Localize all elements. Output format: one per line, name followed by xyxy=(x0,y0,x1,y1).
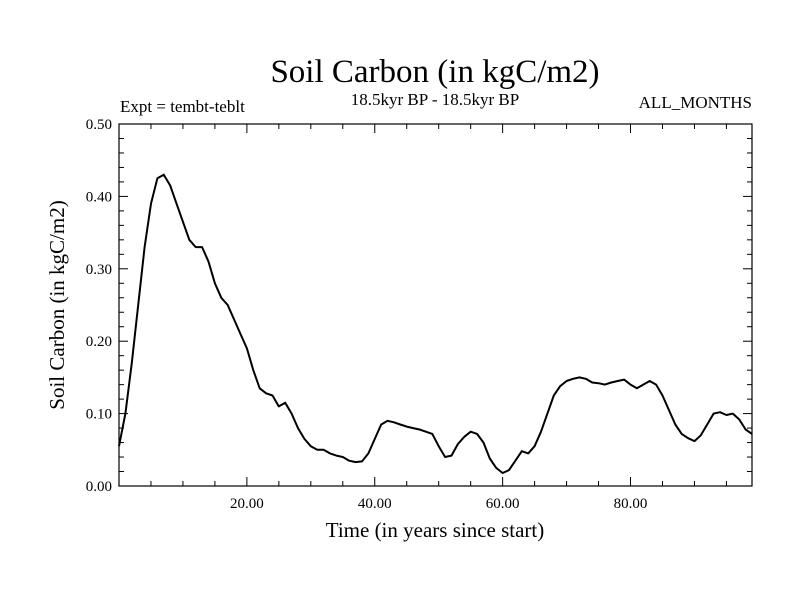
chart-subtitle: 18.5kyr BP - 18.5kyr BP xyxy=(351,90,519,109)
x-tick-label: 80.00 xyxy=(614,496,648,512)
y-axis-label: Soil Carbon (in kgC/m2) xyxy=(45,200,69,409)
x-tick-label: 60.00 xyxy=(486,496,520,512)
x-tick-label: 20.00 xyxy=(230,496,264,512)
tick-labels: 20.00 40.00 60.00 80.00 0.00 0.10 0.20 0.30 0.40… xyxy=(86,117,648,512)
x-axis-label: Time (in years since start) xyxy=(326,518,545,542)
months-note: ALL_MONTHS xyxy=(639,93,752,112)
y-tick-label: 0.20 xyxy=(86,334,112,350)
y-tick-label: 0.10 xyxy=(86,407,112,423)
y-tick-label: 0.40 xyxy=(86,189,112,205)
axes-ticks xyxy=(119,123,752,487)
y-tick-label: 0.00 xyxy=(86,479,112,495)
x-tick-label: 40.00 xyxy=(358,496,392,512)
y-tick-label: 0.30 xyxy=(86,262,112,278)
chart-title: Soil Carbon (in kgC/m2) xyxy=(270,54,599,90)
y-tick-label: 0.50 xyxy=(86,117,112,133)
series-line xyxy=(118,173,753,474)
plot-frame xyxy=(118,123,753,487)
experiment-note: Expt = tembt-teblt xyxy=(120,97,245,116)
